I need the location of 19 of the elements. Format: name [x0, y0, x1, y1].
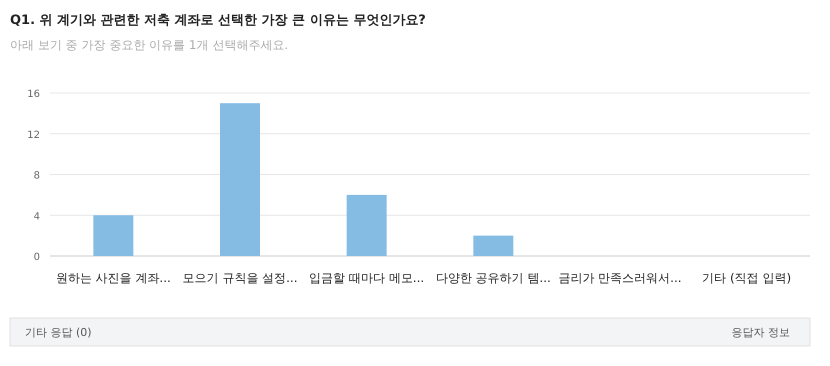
x-tick-label: 입금할 때마다 메모...: [309, 271, 424, 285]
x-tick-label: 금리가 만족스러워서...: [558, 271, 682, 285]
bar: [220, 103, 260, 256]
bar: [346, 194, 387, 256]
text: 응답자 정보: [732, 326, 790, 339]
y-tick-label: 12: [27, 130, 40, 141]
x-tick-label: 모으기 규칙을 설정...: [182, 271, 298, 285]
chart-title: Q1. 위 계기와 관련한 저축 계좌로 선택한 가장 큰 이유는 무엇인가요?: [10, 13, 426, 28]
bar: [93, 215, 134, 256]
y-tick-label: 16: [27, 89, 40, 100]
x-tick-label: 원하는 사진을 계좌...: [56, 271, 171, 285]
text: 기타 응답 (0): [25, 326, 92, 339]
y-tick-label: 0: [34, 252, 40, 263]
y-tick-label: 8: [34, 170, 40, 182]
bar: [473, 236, 514, 256]
y-tick-label: 4: [34, 211, 40, 222]
chart-subtitle: 아래 보기 중 가장 중요한 이유를 1개 선택해주세요.: [10, 38, 288, 52]
x-tick-label: 다양한 공유하기 템...: [436, 271, 551, 285]
x-tick-label: 기타 (직접 입력): [702, 271, 792, 285]
